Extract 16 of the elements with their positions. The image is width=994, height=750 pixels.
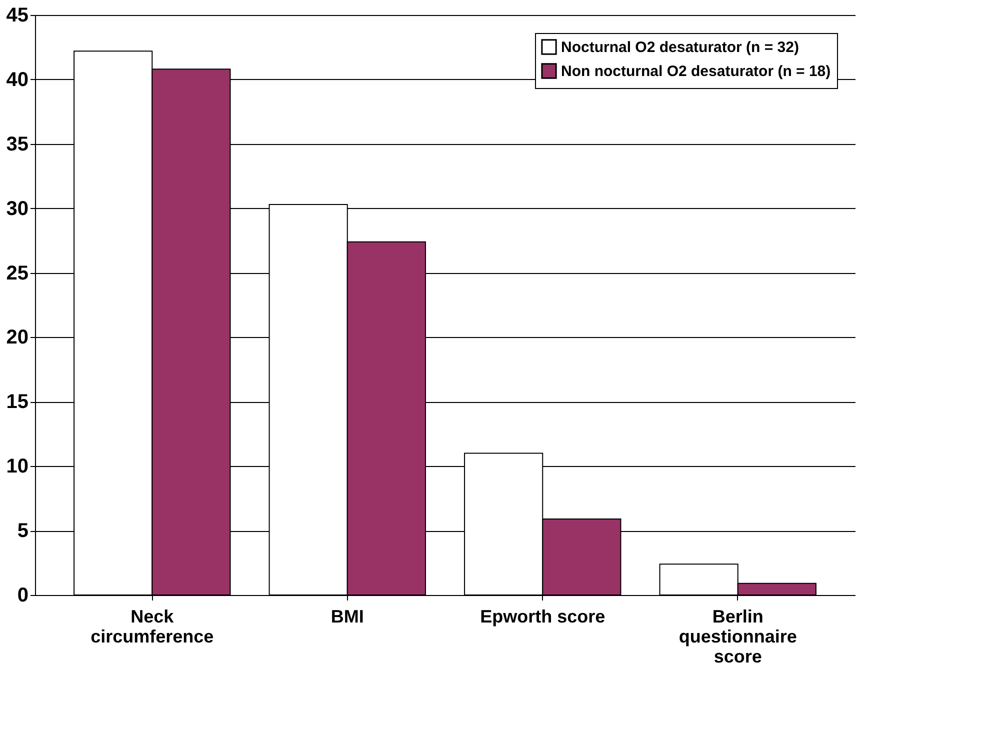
x-tick-label: BMI bbox=[330, 606, 364, 626]
x-tick-label: Neck circumference bbox=[90, 606, 214, 646]
y-tick-label: 0 bbox=[17, 584, 28, 606]
y-tick-label: 15 bbox=[6, 391, 28, 414]
y-tick-label: 25 bbox=[6, 262, 28, 284]
y-tick-label: 40 bbox=[6, 68, 28, 91]
legend-label: Nocturnal O2 desaturator (n = 32) bbox=[561, 39, 799, 56]
x-tick-label: Epworth score bbox=[480, 606, 606, 626]
legend-label: Non nocturnal O2 desaturator (n = 18) bbox=[561, 63, 831, 80]
y-tick-label: 30 bbox=[6, 198, 28, 220]
x-tick-label: Berlin questionnaire score bbox=[678, 606, 797, 666]
y-tick-label: 45 bbox=[6, 4, 28, 26]
y-tick-label: 35 bbox=[6, 133, 28, 156]
y-tick-label: 5 bbox=[17, 520, 28, 542]
y-tick-label: 10 bbox=[6, 456, 28, 478]
y-tick-label: 20 bbox=[6, 326, 28, 349]
